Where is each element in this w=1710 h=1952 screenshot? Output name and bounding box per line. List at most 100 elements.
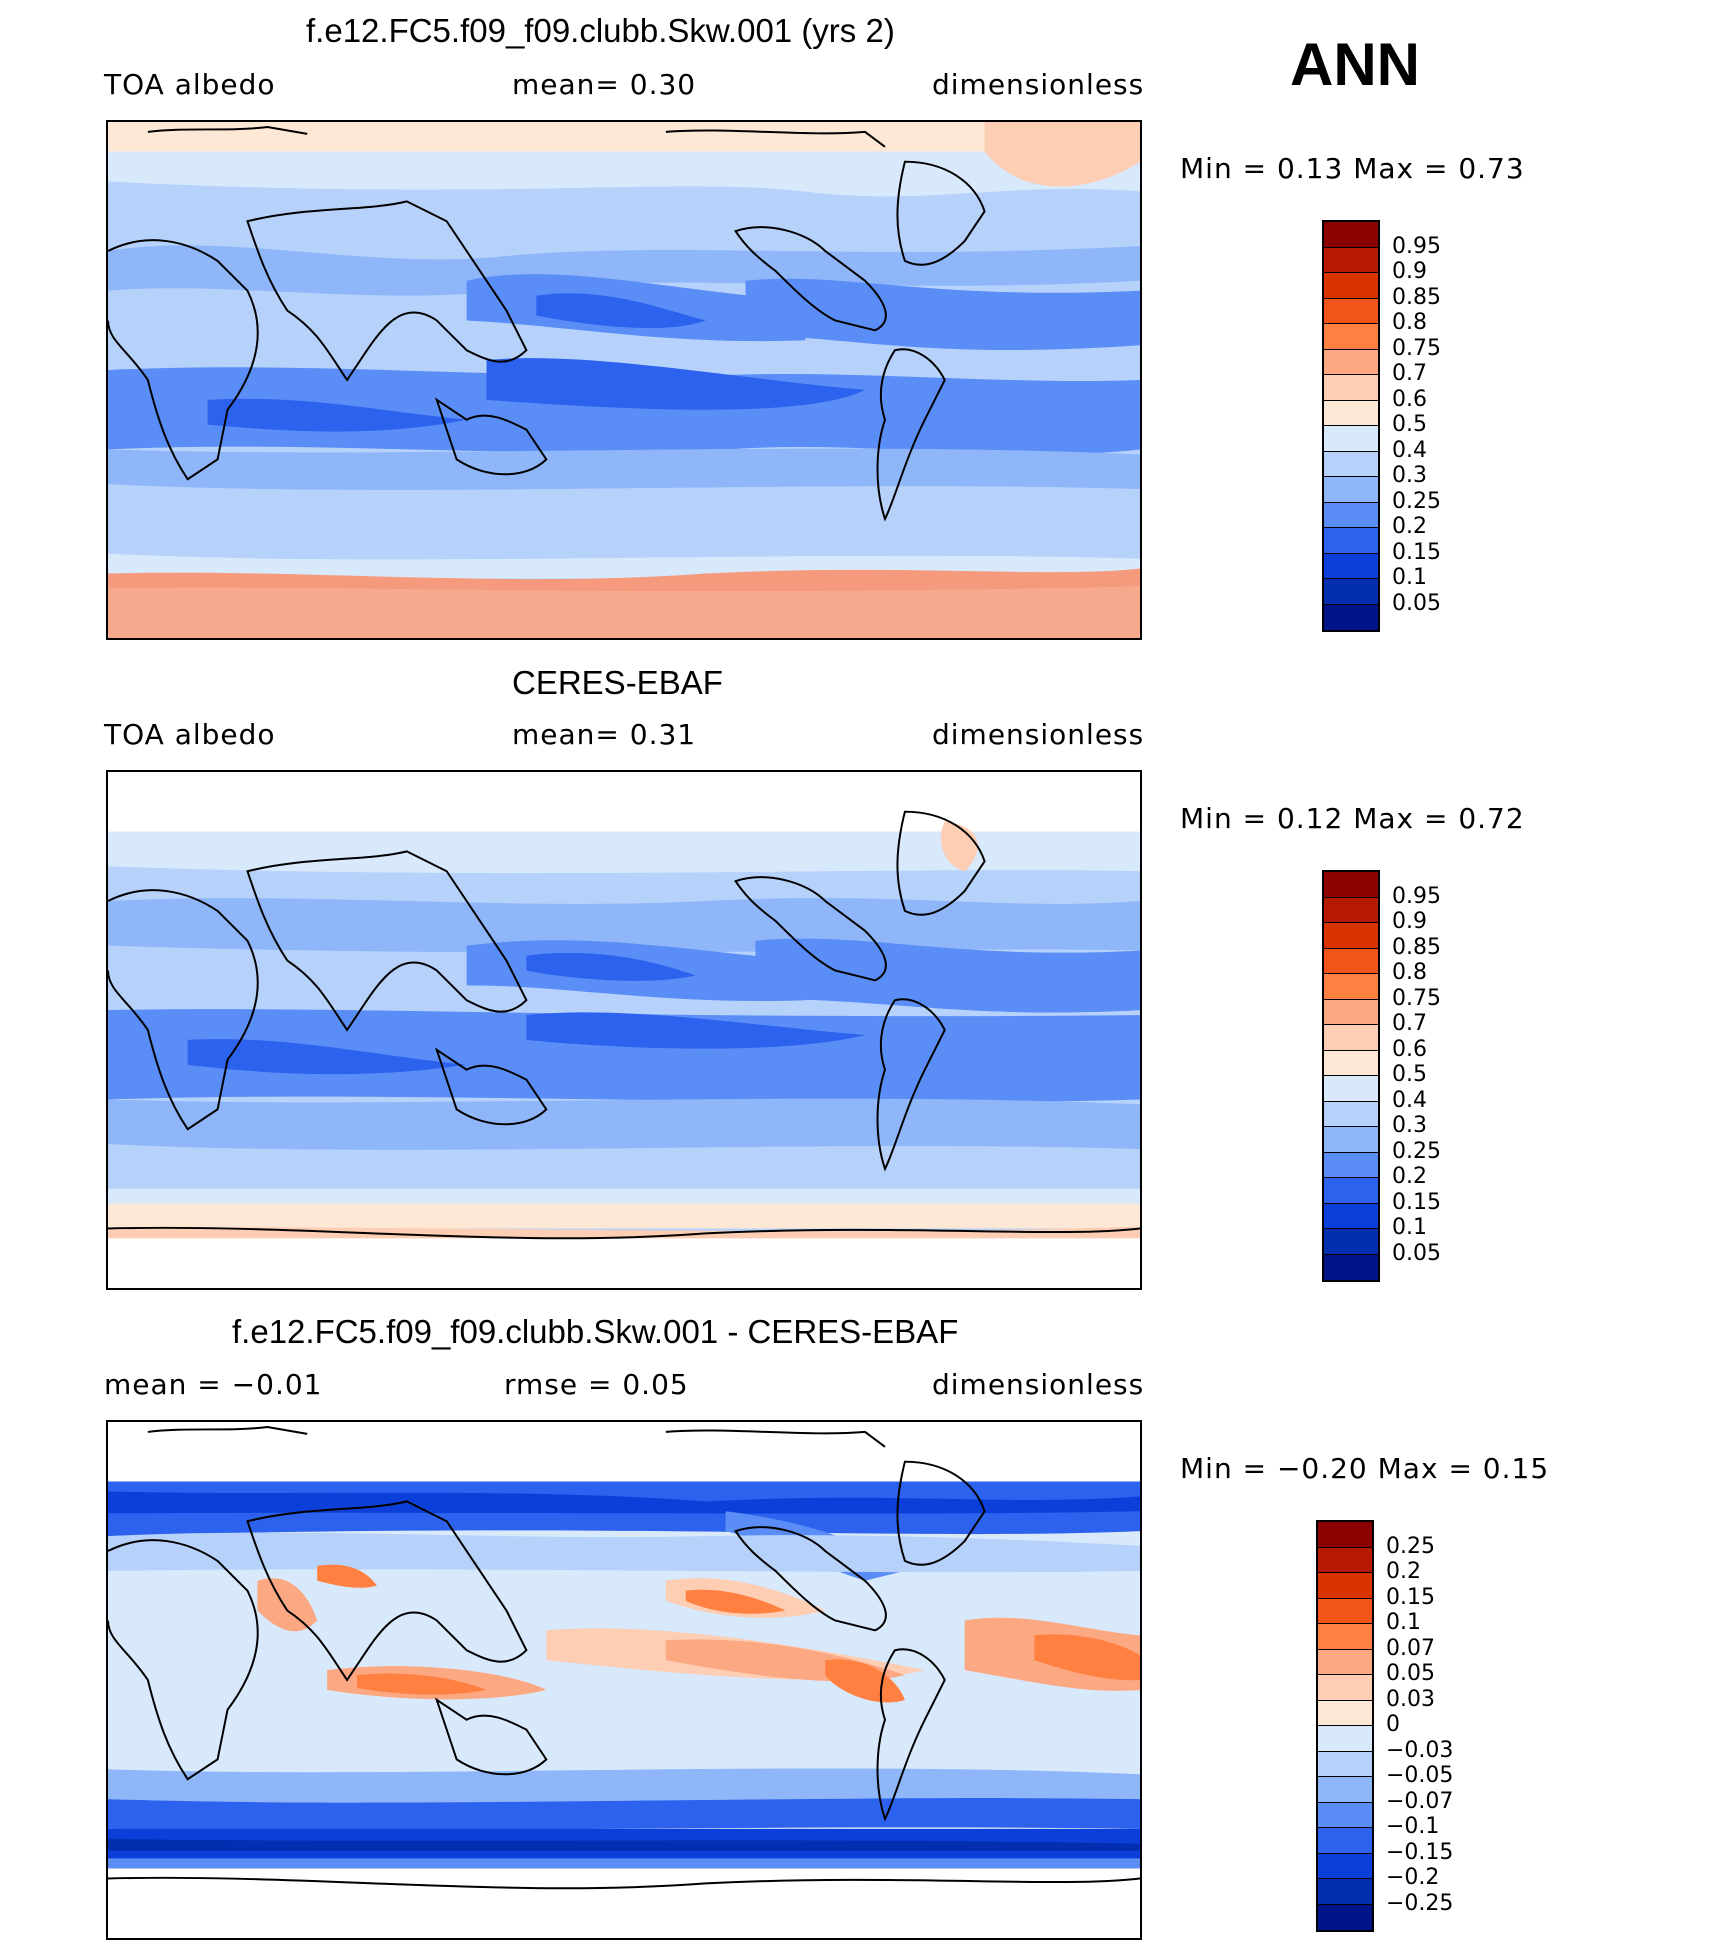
colorbar-tick-label: 0.25 <box>1392 488 1441 514</box>
panel-obs-variable-label: TOA albedo <box>104 718 276 751</box>
panel-model-colorbar <box>1322 220 1380 632</box>
colorbar-tick-label: −0.1 <box>1386 1814 1440 1839</box>
colorbar-swatch <box>1324 974 1378 1000</box>
colorbar-swatch <box>1324 400 1378 426</box>
colorbar-swatch <box>1324 1076 1378 1102</box>
panel-obs-mean-label: mean= 0.31 <box>512 718 697 751</box>
colorbar-tick-label: 0.8 <box>1392 960 1427 985</box>
colorbar-tick-label: 0.1 <box>1392 565 1427 590</box>
panel-obs-colorbar <box>1322 870 1380 1282</box>
colorbar-tick-label: 0.5 <box>1392 1062 1427 1087</box>
colorbar-swatch <box>1318 1649 1372 1675</box>
colorbar-swatch <box>1324 553 1378 579</box>
colorbar-tick-label: 0.2 <box>1386 1559 1421 1584</box>
panel-model-colorbar-swatches <box>1324 222 1378 630</box>
colorbar-swatch <box>1324 1050 1378 1076</box>
colorbar-swatch <box>1324 324 1378 350</box>
colorbar-tick-label: 0.75 <box>1392 335 1441 361</box>
colorbar-swatch <box>1318 1777 1372 1803</box>
colorbar-swatch <box>1318 1904 1372 1930</box>
panel-diff-colorbar <box>1316 1520 1374 1932</box>
colorbar-swatch <box>1324 1178 1378 1204</box>
colorbar-swatch <box>1318 1624 1372 1650</box>
colorbar-swatch <box>1324 897 1378 923</box>
colorbar-tick-label: 0.4 <box>1392 1087 1427 1113</box>
colorbar-tick-label: 0.7 <box>1392 361 1427 386</box>
colorbar-tick-label: −0.15 <box>1386 1839 1454 1865</box>
colorbar-tick-label: 0.9 <box>1392 259 1427 284</box>
colorbar-tick-label: 0.2 <box>1392 514 1427 539</box>
colorbar-swatch <box>1318 1879 1372 1905</box>
colorbar-tick-label: 0.85 <box>1392 934 1441 960</box>
colorbar-tick-label: 0.9 <box>1392 909 1427 934</box>
colorbar-tick-label: 0.1 <box>1386 1610 1421 1635</box>
colorbar-tick-label: 0.95 <box>1392 233 1441 259</box>
colorbar-swatch <box>1324 477 1378 503</box>
colorbar-swatch <box>1318 1726 1372 1752</box>
colorbar-tick-label: −0.05 <box>1386 1763 1454 1788</box>
colorbar-tick-label: 0.7 <box>1392 1011 1427 1036</box>
panel-diff-colorbar-swatches <box>1318 1522 1372 1930</box>
panel-diff-rmse-label: rmse = 0.05 <box>504 1368 689 1401</box>
colorbar-swatch <box>1318 1751 1372 1777</box>
panel-diff-map <box>106 1420 1142 1940</box>
panel-diff-mean-label: mean = −0.01 <box>104 1368 323 1401</box>
colorbar-swatch <box>1324 948 1378 974</box>
colorbar-swatch <box>1318 1853 1372 1879</box>
season-label: ANN <box>1290 31 1420 98</box>
panel-obs-colorbar-swatches <box>1324 872 1378 1280</box>
colorbar-tick-label: 0.4 <box>1392 437 1427 463</box>
colorbar-swatch <box>1324 451 1378 477</box>
colorbar-tick-label: 0.15 <box>1386 1584 1435 1610</box>
colorbar-swatch <box>1324 1101 1378 1127</box>
colorbar-tick-label: 0.05 <box>1392 1240 1441 1266</box>
colorbar-swatch <box>1324 375 1378 401</box>
colorbar-swatch <box>1324 1229 1378 1255</box>
colorbar-swatch <box>1324 604 1378 630</box>
colorbar-swatch <box>1324 1254 1378 1280</box>
panel-obs-minmax: Min = 0.12 Max = 0.72 <box>1180 802 1525 835</box>
colorbar-swatch <box>1324 999 1378 1025</box>
colorbar-swatch <box>1324 1203 1378 1229</box>
colorbar-tick-label: 0.25 <box>1392 1138 1441 1164</box>
colorbar-tick-label: 0.3 <box>1392 463 1427 488</box>
colorbar-tick-label: 0.03 <box>1386 1686 1435 1712</box>
panel-model-map <box>106 120 1142 640</box>
colorbar-swatch <box>1324 528 1378 554</box>
colorbar-swatch <box>1324 273 1378 299</box>
colorbar-tick-label: −0.03 <box>1386 1737 1454 1763</box>
colorbar-tick-label: 0.75 <box>1392 985 1441 1011</box>
panel-obs-map <box>106 770 1142 1290</box>
panel-model-minmax: Min = 0.13 Max = 0.73 <box>1180 152 1525 185</box>
panel-obs-title: CERES-EBAF <box>512 664 723 701</box>
colorbar-tick-label: −0.25 <box>1386 1890 1454 1916</box>
colorbar-tick-label: 0.85 <box>1392 284 1441 310</box>
colorbar-swatch <box>1324 1152 1378 1178</box>
colorbar-swatch <box>1324 247 1378 273</box>
panel-diff-minmax: Min = −0.20 Max = 0.15 <box>1180 1452 1550 1485</box>
colorbar-swatch <box>1318 1573 1372 1599</box>
colorbar-swatch <box>1324 579 1378 605</box>
colorbar-tick-label: 0.1 <box>1392 1215 1427 1240</box>
colorbar-swatch <box>1324 1025 1378 1051</box>
colorbar-swatch <box>1324 298 1378 324</box>
colorbar-tick-label: 0.05 <box>1392 590 1441 616</box>
panel-diff-title: f.e12.FC5.f09_f09.clubb.Skw.001 - CERES-… <box>232 1313 959 1350</box>
panel-obs-units-label: dimensionless <box>932 718 1145 751</box>
colorbar-tick-label: 0.6 <box>1392 386 1427 412</box>
colorbar-swatch <box>1324 1127 1378 1153</box>
panel-diff-units-label: dimensionless <box>932 1368 1145 1401</box>
colorbar-tick-label: 0.05 <box>1386 1661 1435 1686</box>
colorbar-tick-label: 0.5 <box>1392 412 1427 437</box>
colorbar-tick-label: 0.6 <box>1392 1036 1427 1062</box>
colorbar-tick-label: 0.25 <box>1386 1533 1435 1559</box>
colorbar-tick-label: −0.2 <box>1386 1865 1440 1890</box>
colorbar-swatch <box>1324 426 1378 452</box>
panel-model-units-label: dimensionless <box>932 68 1145 101</box>
colorbar-swatch <box>1318 1828 1372 1854</box>
panel-model-mean-label: mean= 0.30 <box>512 68 697 101</box>
colorbar-swatch <box>1324 923 1378 949</box>
colorbar-swatch <box>1324 502 1378 528</box>
colorbar-tick-label: 0.8 <box>1392 310 1427 335</box>
colorbar-swatch <box>1318 1700 1372 1726</box>
